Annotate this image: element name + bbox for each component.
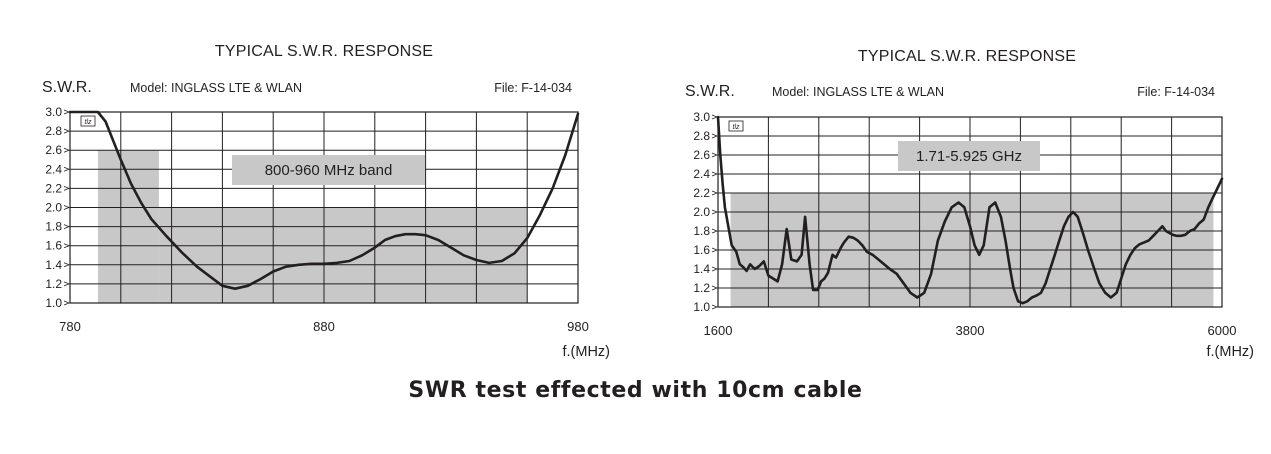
y-tick-label: 1.4 — [45, 258, 62, 272]
chart-svg: TYPICAL S.W.R. RESPONSE S.W.R. Model: INGL… — [685, 48, 1254, 360]
y-tick-label: 2.2 — [693, 186, 710, 200]
y-tick-label: 1.0 — [45, 296, 62, 310]
y-tick-mark — [63, 243, 71, 249]
chart-title: TYPICAL S.W.R. RESPONSE — [215, 43, 433, 60]
model-label: Model: INGLASS LTE & WLAN — [772, 85, 944, 99]
y-tick-label: 2.8 — [45, 124, 62, 138]
x-axis-label: f.(MHz) — [1206, 344, 1254, 360]
chart-title: TYPICAL S.W.R. RESPONSE — [858, 48, 1076, 65]
y-tick-label: 1.6 — [45, 239, 62, 253]
y-axis-label: S.W.R. — [42, 79, 92, 96]
y-tick-label: 3.0 — [45, 105, 62, 119]
band-label-box — [898, 141, 1040, 171]
y-tick-label: 1.8 — [693, 224, 710, 238]
y-tick-mark — [63, 166, 71, 172]
swr-curve — [68, 110, 580, 290]
y-tick-mark — [63, 281, 71, 287]
y-tick-mark — [63, 205, 71, 210]
x-tick-label: 3800 — [956, 323, 985, 338]
y-tick-mark — [63, 147, 71, 153]
y-tick-mark — [711, 247, 719, 253]
x-axis-label: f.(MHz) — [562, 344, 610, 360]
y-tick-label: 2.4 — [693, 167, 710, 181]
y-tick-label: 2.2 — [45, 181, 62, 195]
y-tick-mark — [711, 133, 719, 139]
y-tick-mark — [63, 224, 71, 229]
x-tick-label: 6000 — [1208, 323, 1237, 338]
y-tick-mark — [63, 262, 71, 268]
y-tick-mark — [63, 128, 71, 134]
y-tick-label: 1.2 — [693, 281, 710, 295]
model-label: Model: INGLASS LTE & WLAN — [130, 81, 302, 95]
y-tick-mark — [711, 266, 719, 272]
y-axis-label: S.W.R. — [685, 83, 735, 100]
y-tick-mark — [711, 190, 719, 196]
y-tick-mark — [711, 209, 719, 215]
y-tick-label: 2.0 — [693, 205, 710, 219]
y-tick-label: 2.6 — [45, 143, 62, 157]
file-label: File: F-14-034 — [1137, 85, 1215, 99]
band-label-box — [232, 155, 425, 185]
x-tick-label: 1600 — [704, 323, 733, 338]
x-tick-label: 780 — [59, 319, 81, 334]
swr-chart-right: TYPICAL S.W.R. RESPONSE S.W.R. Model: INGL… — [636, 0, 1271, 370]
file-label: File: F-14-034 — [494, 81, 572, 95]
y-tick-label: 1.6 — [693, 243, 710, 257]
swr-chart-left: TYPICAL S.W.R. RESPONSE S.W.R. Model: INGL… — [0, 0, 636, 370]
y-tick-mark — [711, 114, 719, 120]
x-tick-label: 980 — [567, 319, 589, 334]
band-label: 800-960 MHz band — [265, 162, 393, 179]
y-tick-label: 1.8 — [45, 220, 62, 234]
logo-mark: tlz — [85, 119, 93, 126]
y-tick-mark — [63, 186, 71, 191]
band-label: 1.71-5.925 GHz — [916, 148, 1022, 165]
y-tick-mark — [711, 171, 719, 177]
logo-mark: tlz — [733, 124, 741, 131]
y-tick-mark — [711, 152, 719, 158]
chart-svg: TYPICAL S.W.R. RESPONSE S.W.R. Model: INGL… — [42, 43, 610, 360]
y-tick-mark — [711, 304, 719, 310]
y-tick-label: 2.6 — [693, 148, 710, 162]
y-tick-label: 2.4 — [45, 162, 62, 176]
y-tick-mark — [63, 109, 71, 115]
x-tick-label: 880 — [313, 319, 335, 334]
y-tick-label: 1.0 — [693, 300, 710, 314]
band-region — [158, 207, 528, 303]
logo-box — [80, 115, 96, 127]
y-tick-label: 1.4 — [693, 262, 710, 276]
swr-curve — [716, 115, 1224, 305]
y-tick-mark — [711, 228, 719, 234]
caption: SWR test effected with 10cm cable — [408, 378, 863, 403]
y-tick-label: 1.2 — [45, 277, 62, 291]
y-tick-label: 3.0 — [693, 110, 710, 124]
y-tick-label: 2.0 — [45, 201, 62, 215]
y-tick-label: 2.8 — [693, 129, 710, 143]
y-tick-mark — [63, 300, 71, 306]
logo-box — [728, 120, 744, 132]
y-tick-mark — [711, 285, 719, 291]
